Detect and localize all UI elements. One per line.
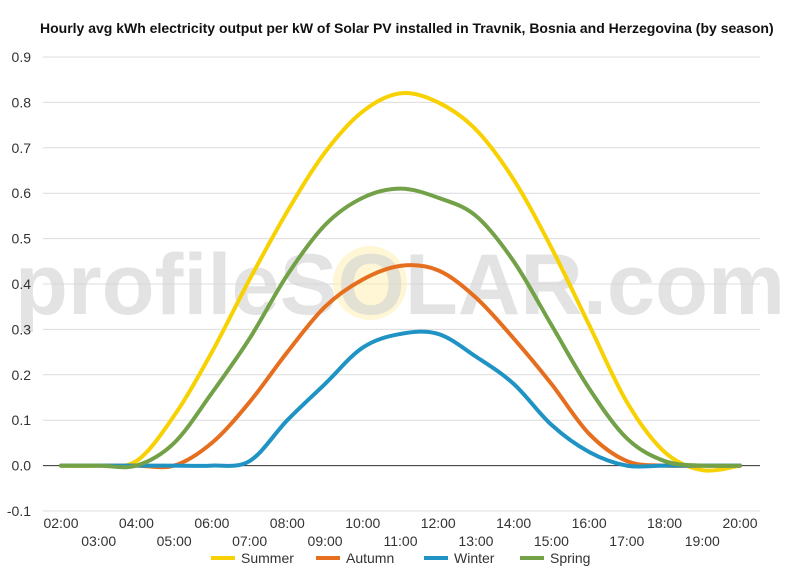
x-tick-label: 20:00 — [722, 515, 757, 531]
x-tick-label: 13:00 — [458, 533, 493, 549]
y-tick-label: 0.7 — [12, 140, 32, 156]
legend: Summer Autumn Winter Spring — [211, 550, 590, 566]
x-tick-label: 10:00 — [345, 515, 380, 531]
y-tick-label: 0.0 — [12, 458, 32, 474]
legend-label-winter: Winter — [454, 550, 495, 566]
y-tick-label: 0.4 — [12, 276, 32, 292]
x-tick-label: 06:00 — [194, 515, 229, 531]
x-tick-label: 17:00 — [609, 533, 644, 549]
series-line-spring — [59, 186, 742, 470]
chart-title: Hourly avg kWh electricity output per kW… — [40, 20, 774, 36]
x-tick-label: 03:00 — [81, 533, 116, 549]
series-line-summer — [59, 91, 742, 473]
watermark: profileSOLAR.com — [15, 237, 785, 333]
x-tick-label: 15:00 — [534, 533, 569, 549]
series-line-winter — [59, 329, 742, 469]
x-tick-label: 09:00 — [308, 533, 343, 549]
x-tick-label: 05:00 — [157, 533, 192, 549]
x-tick-label: 11:00 — [384, 533, 418, 549]
x-tick-label: 08:00 — [270, 515, 305, 531]
watermark-sun-icon — [333, 246, 407, 320]
x-tick-label: 02:00 — [43, 515, 78, 531]
x-tick-label: 19:00 — [685, 533, 720, 549]
y-tick-label: 0.9 — [12, 49, 32, 65]
y-tick-label: 0.8 — [12, 94, 32, 110]
y-tick-label: 0.3 — [12, 321, 32, 337]
legend-label-summer: Summer — [241, 550, 294, 566]
y-tick-label: 0.2 — [12, 367, 32, 383]
x-tick-label: 12:00 — [421, 515, 456, 531]
y-tick-label: -0.1 — [7, 503, 31, 519]
y-tick-label: 0.6 — [12, 185, 32, 201]
legend-label-autumn: Autumn — [346, 550, 394, 566]
x-tick-label: 04:00 — [119, 515, 154, 531]
x-tick-label: 16:00 — [572, 515, 607, 531]
y-tick-label: 0.1 — [12, 412, 32, 428]
x-tick-label: 07:00 — [232, 533, 267, 549]
x-axis: 02:0003:0004:0005:0006:0007:0008:0009:00… — [43, 515, 757, 549]
y-axis: -0.1 0.0 0.1 0.2 0.3 0.4 0.5 0.6 0.7 0.8 0.9 — [7, 49, 31, 519]
x-tick-label: 14:00 — [496, 515, 531, 531]
watermark-text: profileSOLAR.com — [15, 237, 785, 333]
y-tick-label: 0.5 — [12, 231, 32, 247]
legend-label-spring: Spring — [550, 550, 590, 566]
x-tick-label: 18:00 — [647, 515, 682, 531]
series-layer — [59, 91, 742, 473]
